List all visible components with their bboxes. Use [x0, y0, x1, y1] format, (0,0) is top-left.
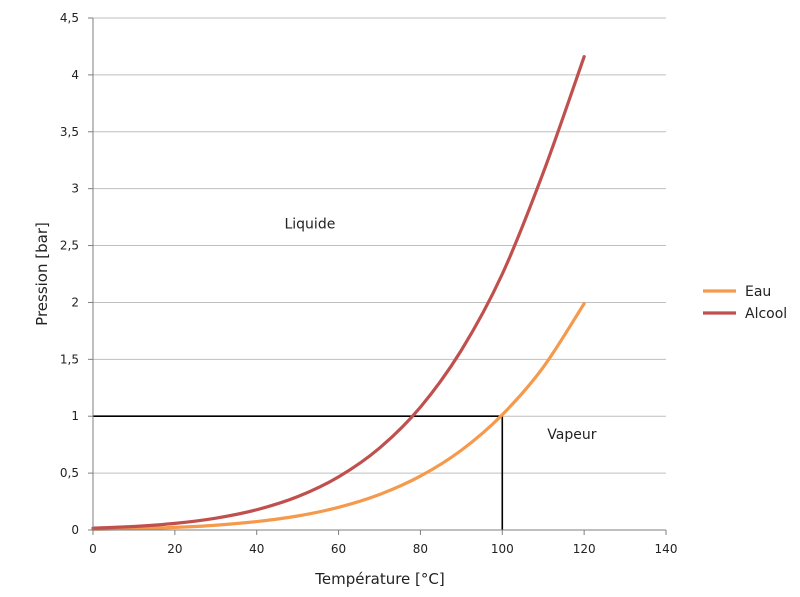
- y-tick-label: 4,5: [60, 11, 79, 25]
- legend-label-alcool: Alcool: [745, 306, 787, 322]
- legend-label-eau: Eau: [745, 284, 771, 300]
- annotations: Liquide Vapeur: [284, 216, 596, 442]
- y-tick-label: 4: [71, 68, 79, 82]
- annotation-vapeur: Vapeur: [547, 427, 596, 443]
- x-tick-label: 40: [249, 542, 264, 556]
- series-lines: [91, 55, 586, 531]
- y-axis-title: Pression [bar]: [33, 222, 51, 326]
- series-line-alcool: [91, 55, 586, 530]
- x-tick-labels: 0 20 40 60 80 100 120 140: [89, 542, 677, 556]
- legend: Eau Alcool: [703, 284, 787, 322]
- y-tick-label: 2: [71, 295, 79, 309]
- y-tick-label: 1,5: [60, 352, 79, 366]
- reference-lines: [93, 415, 504, 530]
- x-tick-label: 120: [573, 542, 596, 556]
- x-tick-label: 0: [89, 542, 97, 556]
- y-tick-label: 3: [71, 182, 79, 196]
- annotation-liquide: Liquide: [284, 216, 335, 232]
- x-tick-label: 100: [491, 542, 514, 556]
- series-line-eau: [91, 301, 586, 531]
- x-tick-label: 140: [655, 542, 678, 556]
- x-tick-label: 80: [413, 542, 428, 556]
- y-tick-label: 0: [71, 523, 79, 537]
- grid-lines: [93, 17, 666, 474]
- y-tick-label: 3,5: [60, 125, 79, 139]
- y-tick-label: 1: [71, 409, 79, 423]
- x-tick-label: 20: [167, 542, 182, 556]
- x-axis-title: Température [°C]: [314, 570, 444, 588]
- y-tick-label: 2,5: [60, 239, 79, 253]
- y-tick-labels: 0 0,5 1 1,5 2 2,5 3 3,5 4 4,5: [60, 11, 79, 537]
- axes: [88, 17, 667, 535]
- y-tick-label: 0,5: [60, 466, 79, 480]
- x-tick-label: 60: [331, 542, 346, 556]
